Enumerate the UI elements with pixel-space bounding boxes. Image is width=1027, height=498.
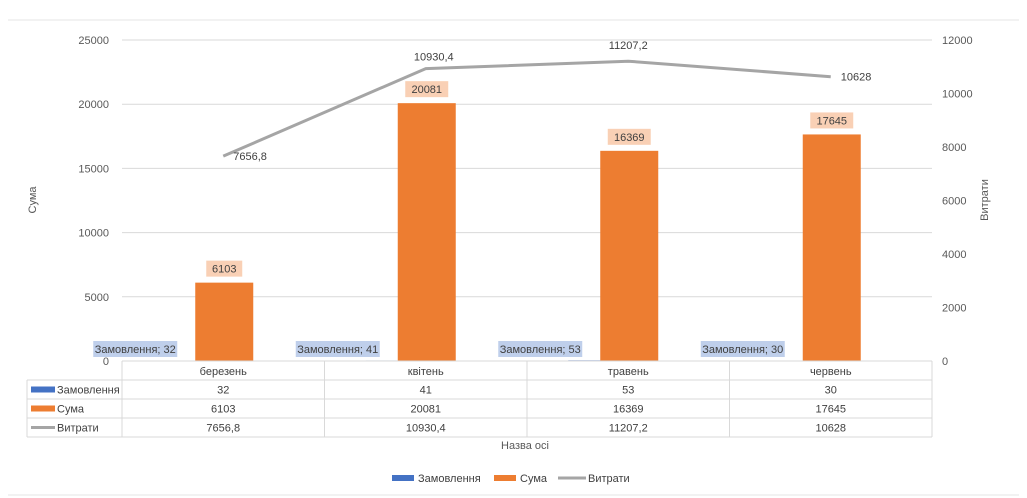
- y2-tick-label: 10000: [942, 89, 973, 101]
- data-label-box: [295, 341, 380, 357]
- table-cell: 30: [825, 385, 837, 397]
- table-cell: 41: [420, 385, 432, 397]
- table-cell: 20081: [410, 404, 441, 416]
- category-label: травень: [608, 366, 649, 378]
- data-label-suma: 17645: [816, 115, 847, 127]
- legend-label: Витрати: [588, 473, 630, 485]
- y2-axis-title: Витрати: [979, 179, 991, 221]
- y2-tick-label: 4000: [942, 249, 966, 261]
- data-label-box: [810, 112, 854, 129]
- bar-suma: [600, 150, 659, 361]
- table-row-label: Сума: [57, 404, 85, 416]
- bar-suma: [195, 282, 254, 361]
- data-label-zamovlennia: Замовлення; 53: [500, 344, 581, 356]
- data-label-box: [700, 341, 785, 357]
- table-cell: 10628: [815, 423, 846, 435]
- legend: Замовлення Сума Витрати: [392, 473, 630, 485]
- data-label-vytraty: 11207,2: [609, 40, 648, 52]
- table-cell: 17645: [815, 404, 846, 416]
- y2-tick-label: 0: [942, 356, 948, 368]
- data-label-zamovlennia: Замовлення; 30: [702, 344, 783, 356]
- data-label-zamovlennia: Замовлення; 32: [95, 344, 176, 356]
- category-label: березень: [200, 366, 247, 378]
- bar-suma: [802, 134, 861, 361]
- y-tick-label: 20000: [78, 99, 109, 111]
- table-cell: 16369: [613, 404, 644, 416]
- data-label-box: [206, 260, 243, 277]
- y-tick-label: 5000: [85, 292, 109, 304]
- gridlines: [122, 39, 932, 298]
- legend-key: [392, 475, 414, 481]
- category-label: квітень: [408, 366, 444, 378]
- data-label-vytraty: 10628: [841, 72, 872, 84]
- data-label-suma: 6103: [212, 264, 236, 276]
- table-legend-key: [31, 405, 55, 412]
- data-label-box: [607, 128, 651, 145]
- legend-label: Замовлення: [418, 473, 481, 485]
- legend-key: [494, 475, 516, 481]
- table-cell: 7656,8: [206, 423, 240, 435]
- table-row-label: Витрати: [57, 423, 99, 435]
- data-table: березень квітень травень червень Замовлення 3…: [26, 360, 933, 438]
- data-label-suma: 20081: [411, 84, 442, 96]
- table-row-label: Замовлення: [57, 385, 120, 397]
- table-cell: 32: [217, 385, 229, 397]
- line-series-group: 7656,8 10930,4 11207,2 10628: [222, 40, 872, 163]
- data-label-box: [93, 341, 178, 357]
- table-cell: 11207,2: [609, 423, 648, 435]
- table-legend-key: [31, 386, 55, 393]
- data-label-zamovlennia: Замовлення; 41: [297, 344, 378, 356]
- category-label: червень: [810, 366, 852, 378]
- y-axis-title: Сума: [27, 186, 39, 214]
- table-cell: 6103: [211, 404, 235, 416]
- bar-suma: [397, 103, 456, 361]
- data-label-box: [498, 341, 583, 357]
- table-cell: 53: [622, 385, 634, 397]
- data-label-vytraty: 10930,4: [414, 52, 454, 64]
- y2-tick-label: 8000: [942, 142, 966, 154]
- bar-series-group: Замовлення; 32 Замовлення; 41 Замовлення; …: [93, 81, 861, 361]
- y-tick-label: 0: [103, 356, 109, 368]
- legend-label: Сума: [520, 473, 548, 485]
- y-tick-label: 15000: [78, 163, 109, 175]
- y2-tick-label: 6000: [942, 196, 966, 208]
- data-label-suma: 16369: [614, 132, 645, 144]
- data-label-box: [405, 81, 449, 98]
- y-axis-left: 0 5000 10000 15000 20000 25000: [78, 35, 109, 368]
- data-label-vytraty: 7656,8: [233, 151, 267, 163]
- x-axis-title: Назва осі: [501, 440, 549, 452]
- y-tick-label: 25000: [78, 35, 109, 47]
- y2-tick-label: 12000: [942, 35, 973, 47]
- table-cell: 10930,4: [406, 423, 446, 435]
- y-tick-label: 10000: [78, 228, 109, 240]
- y-axis-right: 0 2000 4000 6000 8000 10000 12000: [942, 35, 973, 368]
- y2-tick-label: 2000: [942, 303, 966, 315]
- line-vytraty: [222, 59, 831, 158]
